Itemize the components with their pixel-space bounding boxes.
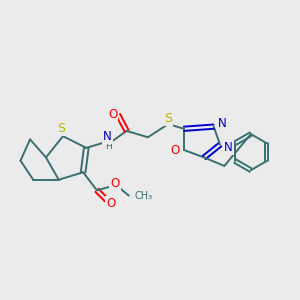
Text: O: O xyxy=(171,143,180,157)
Text: N: N xyxy=(224,141,233,154)
Text: O: O xyxy=(110,178,120,190)
Text: H: H xyxy=(105,142,112,151)
Text: N: N xyxy=(103,130,112,143)
Text: O: O xyxy=(106,196,115,210)
Text: S: S xyxy=(57,122,65,135)
Text: CH₃: CH₃ xyxy=(134,190,152,201)
Text: N: N xyxy=(218,117,226,130)
Text: S: S xyxy=(164,112,172,125)
Text: O: O xyxy=(108,109,118,122)
